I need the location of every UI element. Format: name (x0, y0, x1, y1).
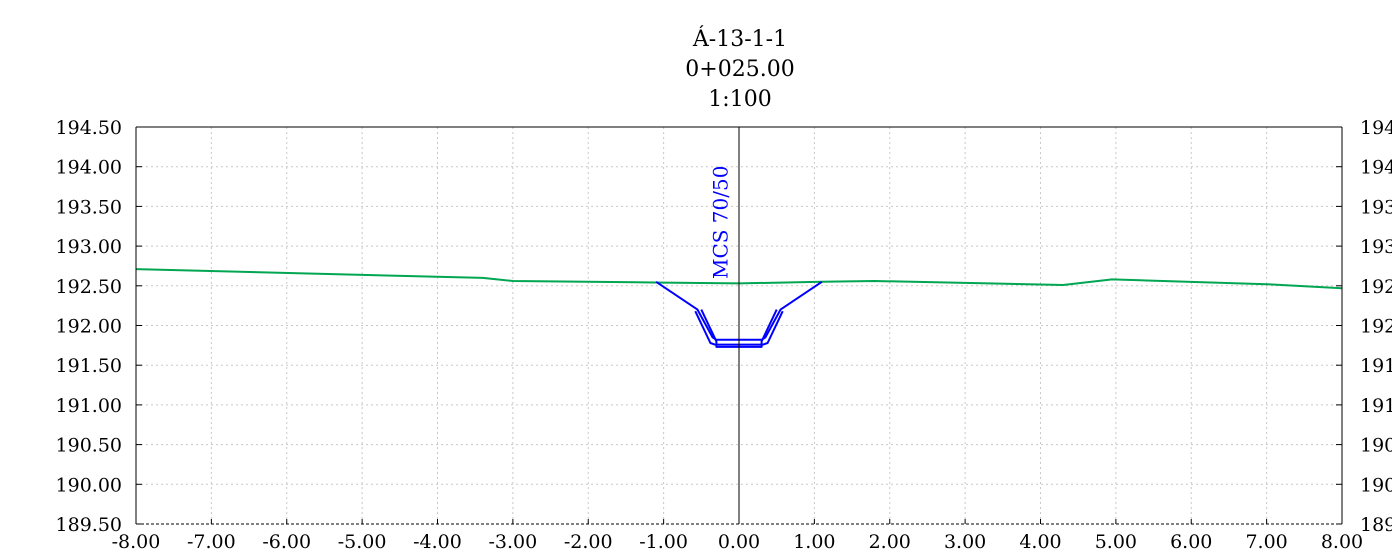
y-tick-label-left: 194.00 (56, 157, 122, 179)
x-tick-label: 0.00 (718, 531, 760, 552)
y-tick-label-left: 193.50 (56, 196, 122, 218)
y-tick-label-left: 191.50 (56, 355, 122, 377)
x-tick-label: 7.00 (1245, 531, 1287, 552)
y-tick-label-right: 194.00 (1360, 157, 1392, 179)
x-tick-label: 2.00 (869, 531, 911, 552)
y-tick-label-right: 193.00 (1360, 236, 1392, 258)
x-tick-label: 3.00 (944, 531, 986, 552)
y-tick-label-right: 190.00 (1360, 474, 1392, 496)
y-tick-label-left: 189.50 (56, 514, 122, 536)
y-tick-label-right: 193.50 (1360, 196, 1392, 218)
tick-labels: -8.00 -7.00 -6.00 -5.00 -4.00 -3.00 -2.00 -1.00… (56, 117, 1392, 552)
x-tick-label: 5.00 (1095, 531, 1137, 552)
y-tick-label-right: 190.50 (1360, 435, 1392, 457)
annotation-label: MCS 70/50 (709, 166, 733, 279)
y-tick-label-right: 191.50 (1360, 355, 1392, 377)
y-tick-label-right: 192.00 (1360, 316, 1392, 338)
x-tick-label: -1.00 (639, 531, 688, 552)
x-tick-label: 4.00 (1019, 531, 1061, 552)
x-tick-label: -2.00 (564, 531, 613, 552)
x-tick-label: -4.00 (413, 531, 462, 552)
y-tick-label-left: 194.50 (56, 117, 122, 139)
title-line-section: Á-13-1-1 (692, 25, 787, 52)
x-tick-label: 6.00 (1170, 531, 1212, 552)
y-tick-label-left: 190.00 (56, 474, 122, 496)
x-tick-label: 1.00 (793, 531, 835, 552)
title-line-scale: 1:100 (708, 87, 771, 112)
x-tick-label: -8.00 (112, 531, 161, 552)
title-line-chainage: 0+025.00 (685, 57, 794, 82)
y-tick-label-left: 192.00 (56, 316, 122, 338)
y-tick-label-right: 189.50 (1360, 514, 1392, 536)
y-tick-label-left: 190.50 (56, 435, 122, 457)
x-tick-label: 8.00 (1321, 531, 1363, 552)
x-tick-label: -7.00 (187, 531, 236, 552)
y-tick-label-right: 191.00 (1360, 395, 1392, 417)
x-tick-label: -3.00 (489, 531, 538, 552)
chart-title: Á-13-1-1 0+025.00 1:100 (685, 25, 794, 112)
y-tick-label-left: 193.00 (56, 236, 122, 258)
y-tick-label-left: 192.50 (56, 276, 122, 298)
y-tick-label-right: 192.50 (1360, 276, 1392, 298)
x-tick-label: -5.00 (338, 531, 387, 552)
y-tick-label-right: 194.50 (1360, 117, 1392, 139)
axes (135, 126, 1343, 525)
y-tick-label-left: 191.00 (56, 395, 122, 417)
x-tick-label: -6.00 (262, 531, 311, 552)
